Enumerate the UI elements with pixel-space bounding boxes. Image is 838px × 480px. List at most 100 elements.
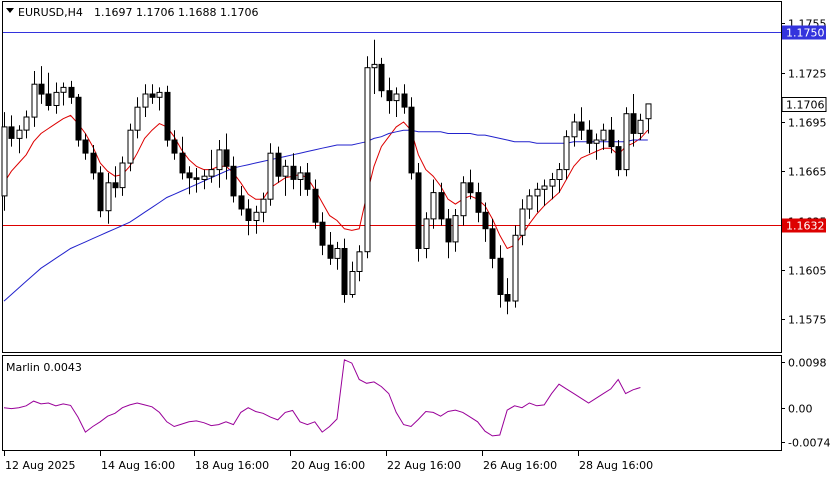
candle bbox=[445, 209, 452, 259]
candle bbox=[563, 130, 570, 180]
candle bbox=[112, 166, 119, 198]
candle bbox=[364, 56, 371, 259]
oscillator-tick-label: 0.0098 bbox=[788, 357, 827, 370]
candle bbox=[393, 87, 400, 117]
candle bbox=[430, 179, 437, 229]
candle bbox=[149, 84, 156, 104]
level-label: 1.1632 bbox=[786, 220, 825, 233]
candle bbox=[460, 176, 467, 226]
candle bbox=[97, 166, 104, 218]
candle bbox=[90, 145, 97, 180]
candle bbox=[349, 261, 356, 298]
candle bbox=[134, 97, 141, 139]
oscillator-tick-label: -0.0074 bbox=[788, 437, 830, 450]
candle bbox=[201, 169, 208, 190]
level-labels: 1.1750 1.1632 bbox=[782, 25, 826, 233]
candle bbox=[534, 182, 541, 213]
candle bbox=[327, 232, 334, 265]
oscillator-tick-label: 0.00 bbox=[788, 403, 813, 416]
candle bbox=[423, 212, 430, 259]
levels-layer bbox=[3, 32, 781, 226]
candle bbox=[223, 133, 230, 180]
moving-average-line bbox=[3, 114, 649, 250]
candle bbox=[68, 80, 75, 104]
candle bbox=[512, 225, 519, 308]
candle bbox=[334, 241, 341, 270]
candle bbox=[401, 84, 408, 114]
oscillator-line bbox=[3, 359, 641, 437]
candle bbox=[526, 189, 533, 219]
close-value: 1.1706 bbox=[220, 6, 259, 19]
candle bbox=[356, 245, 363, 282]
candle bbox=[586, 120, 593, 154]
symbol-label: EURUSD,H4 bbox=[18, 6, 83, 19]
candle bbox=[475, 182, 482, 223]
candle bbox=[208, 149, 215, 183]
level-label: 1.1750 bbox=[786, 27, 825, 40]
candle bbox=[16, 125, 23, 154]
candle bbox=[497, 245, 504, 308]
candle bbox=[571, 113, 578, 147]
price-tick-label: 1.1695 bbox=[788, 117, 827, 130]
price-tick-label: 1.1575 bbox=[788, 314, 827, 327]
candle bbox=[541, 179, 548, 206]
candle bbox=[556, 163, 563, 193]
candle bbox=[75, 94, 82, 147]
candle bbox=[615, 140, 622, 177]
candle bbox=[31, 71, 38, 127]
time-tick-label: 12 Aug 2025 bbox=[5, 459, 75, 472]
candle bbox=[341, 238, 348, 303]
candle bbox=[164, 85, 171, 147]
candle bbox=[408, 97, 415, 180]
indicator-pane-frame bbox=[2, 355, 782, 451]
candles bbox=[1, 39, 652, 315]
price-tick-label: 1.1665 bbox=[788, 166, 827, 179]
candle bbox=[45, 72, 52, 111]
moving-average-line bbox=[3, 129, 648, 302]
time-tick-label: 20 Aug 16:00 bbox=[291, 459, 365, 472]
low-value: 1.1688 bbox=[178, 6, 217, 19]
candle bbox=[119, 156, 126, 196]
candle bbox=[489, 218, 496, 269]
candle bbox=[319, 212, 326, 256]
last-price-box bbox=[781, 97, 827, 112]
candle bbox=[1, 112, 8, 211]
candle bbox=[127, 123, 134, 172]
candle bbox=[8, 115, 15, 147]
candle bbox=[312, 179, 319, 229]
time-tick-label: 22 Aug 16:00 bbox=[387, 459, 461, 472]
candle bbox=[371, 39, 378, 94]
candle bbox=[290, 153, 297, 190]
candle bbox=[105, 172, 112, 224]
time-axis: 12 Aug 2025 14 Aug 16:00 18 Aug 16:00 20 Au… bbox=[4, 451, 653, 472]
candle bbox=[230, 156, 237, 203]
candle bbox=[600, 123, 607, 150]
candle bbox=[267, 143, 274, 206]
candle bbox=[282, 159, 289, 196]
candle bbox=[578, 107, 585, 140]
price-tick-label: 1.1605 bbox=[788, 265, 827, 278]
candle bbox=[156, 87, 163, 111]
candle bbox=[415, 163, 422, 262]
level-label-box bbox=[782, 218, 826, 233]
oscillator-series-line bbox=[3, 359, 641, 437]
candle bbox=[193, 168, 200, 193]
moving-averages bbox=[3, 114, 649, 302]
candle bbox=[142, 84, 149, 117]
candle bbox=[82, 133, 89, 160]
candle bbox=[438, 182, 445, 226]
high-value: 1.1706 bbox=[136, 6, 175, 19]
level-label-box bbox=[782, 25, 826, 40]
candle bbox=[186, 166, 193, 195]
candle bbox=[53, 82, 60, 114]
candle bbox=[378, 57, 385, 98]
triangle-down-icon[interactable] bbox=[6, 8, 14, 13]
price-tick-label: 1.1725 bbox=[788, 68, 827, 81]
candle bbox=[275, 146, 282, 183]
candle bbox=[304, 163, 311, 196]
candle bbox=[504, 278, 511, 315]
open-value: 1.1697 bbox=[94, 6, 133, 19]
time-tick-label: 26 Aug 16:00 bbox=[483, 459, 557, 472]
